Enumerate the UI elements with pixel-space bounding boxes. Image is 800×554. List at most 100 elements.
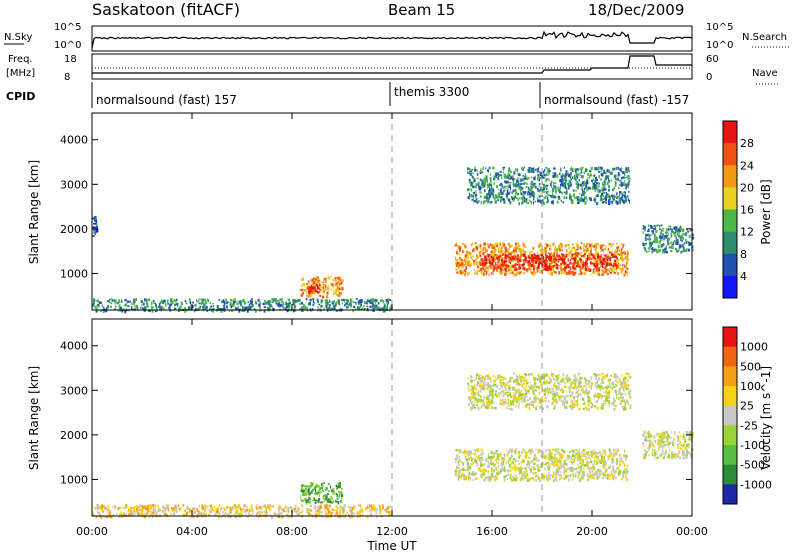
power-cell bbox=[656, 224, 659, 227]
velocity-cell bbox=[572, 449, 575, 453]
velocity-cell bbox=[608, 454, 611, 457]
velocity-cell bbox=[533, 478, 535, 481]
power-cell bbox=[383, 309, 386, 313]
power-cell bbox=[313, 289, 315, 292]
velocity-cell bbox=[543, 451, 545, 455]
velocity-cell bbox=[235, 505, 238, 509]
power-cell bbox=[503, 257, 507, 260]
power-cell bbox=[575, 248, 579, 251]
power-cell bbox=[534, 168, 537, 171]
power-cell bbox=[503, 200, 506, 204]
power-cell bbox=[118, 299, 120, 303]
velocity-cell bbox=[165, 514, 168, 517]
power-cell bbox=[593, 253, 596, 255]
velocity-cell bbox=[317, 491, 320, 494]
power-cell bbox=[313, 291, 316, 293]
power-cell bbox=[574, 248, 576, 252]
velocity-cell bbox=[549, 477, 552, 481]
power-cell bbox=[243, 309, 246, 312]
power-cell bbox=[594, 189, 596, 192]
power-cell bbox=[226, 301, 229, 304]
velocity-cell bbox=[527, 463, 529, 466]
power-cell bbox=[604, 260, 607, 264]
power-cell bbox=[603, 187, 606, 191]
power-cell bbox=[501, 263, 504, 267]
power-cell bbox=[243, 306, 245, 309]
velocity-cell bbox=[335, 484, 338, 488]
velocity-cell bbox=[575, 467, 578, 470]
velocity-cell bbox=[144, 505, 147, 510]
power-cell bbox=[483, 182, 486, 185]
velocity-cell bbox=[353, 512, 356, 515]
power-cell bbox=[589, 268, 592, 272]
velocity-cell bbox=[515, 448, 518, 451]
power-cell bbox=[522, 167, 525, 170]
power-cell bbox=[474, 179, 476, 183]
power-cell bbox=[601, 186, 603, 190]
power-cell bbox=[681, 234, 684, 237]
power-cell bbox=[621, 192, 624, 195]
velocity-cell bbox=[562, 451, 566, 454]
velocity-cell bbox=[515, 460, 517, 463]
power-cell bbox=[248, 304, 250, 307]
velocity-cell bbox=[490, 472, 494, 477]
velocity-cell bbox=[583, 472, 586, 476]
power-cell bbox=[567, 182, 570, 186]
power-cell bbox=[536, 266, 539, 270]
power-cell bbox=[492, 243, 494, 246]
power-cell bbox=[359, 301, 362, 305]
power-cell bbox=[526, 201, 528, 205]
power-cell bbox=[514, 263, 517, 267]
power-cell bbox=[492, 195, 494, 199]
power-cell bbox=[578, 196, 580, 200]
power-cell bbox=[583, 268, 586, 271]
velocity-cell bbox=[338, 491, 341, 494]
velocity-cell bbox=[491, 452, 494, 455]
power-cell bbox=[560, 199, 563, 202]
power-cell bbox=[487, 255, 490, 258]
power-cell bbox=[586, 247, 589, 252]
power-cell bbox=[597, 268, 599, 272]
power-cell bbox=[284, 307, 287, 311]
velocity-cell bbox=[124, 506, 128, 509]
velocity-cell bbox=[157, 508, 160, 512]
velocity-cell bbox=[573, 452, 575, 455]
power-cell bbox=[303, 303, 305, 307]
power-cell bbox=[518, 197, 521, 200]
power-cell bbox=[538, 179, 540, 182]
power-cell bbox=[598, 271, 600, 274]
velocity-cell bbox=[122, 507, 125, 509]
velocity-cell bbox=[496, 457, 499, 460]
velocity-cell bbox=[576, 454, 580, 458]
power-cell bbox=[572, 265, 575, 270]
velocity-cell bbox=[175, 506, 178, 510]
freq-label-1: Freq. bbox=[8, 54, 33, 65]
velocity-cell bbox=[629, 376, 632, 379]
power-cell bbox=[580, 246, 581, 248]
power-cell bbox=[460, 262, 463, 266]
power-cell bbox=[539, 172, 542, 176]
velocity-cell bbox=[495, 476, 498, 480]
power-colorbar-swatch bbox=[723, 231, 737, 255]
power-cell bbox=[338, 287, 341, 291]
power-cell bbox=[598, 182, 600, 185]
power-cell bbox=[542, 183, 545, 186]
power-cell bbox=[94, 233, 97, 236]
power-cell bbox=[488, 200, 490, 203]
power-cell bbox=[553, 196, 557, 199]
power-cell bbox=[508, 185, 511, 188]
velocity-cell bbox=[542, 462, 545, 465]
power-cell bbox=[586, 181, 589, 184]
power-cell bbox=[466, 255, 469, 260]
velocity-cell bbox=[381, 504, 384, 507]
velocity-cell bbox=[536, 459, 539, 462]
velocity-cell bbox=[507, 408, 509, 410]
velocity-cell bbox=[320, 483, 323, 486]
power-cell bbox=[518, 202, 520, 206]
velocity-cell bbox=[500, 463, 504, 467]
power-cell bbox=[308, 283, 311, 285]
velocity-cell bbox=[595, 471, 598, 474]
power-cell bbox=[605, 175, 607, 180]
velocity-cell bbox=[588, 469, 591, 472]
power-cell bbox=[678, 231, 681, 234]
